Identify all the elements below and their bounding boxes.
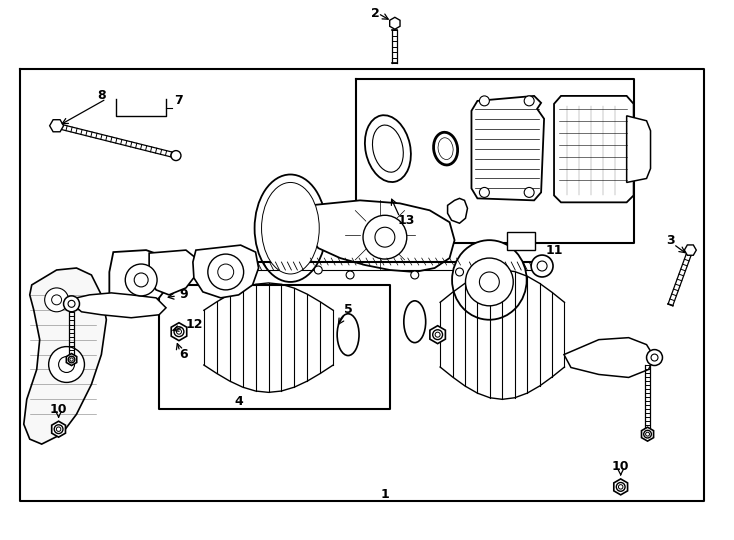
Circle shape — [375, 227, 395, 247]
Circle shape — [68, 356, 75, 363]
Text: 11: 11 — [545, 244, 563, 256]
Polygon shape — [193, 245, 258, 298]
Text: 4: 4 — [234, 395, 243, 408]
Ellipse shape — [438, 138, 453, 159]
Ellipse shape — [365, 115, 411, 182]
Text: 5: 5 — [344, 303, 353, 316]
Circle shape — [479, 187, 490, 198]
Circle shape — [174, 327, 184, 336]
Circle shape — [126, 264, 157, 296]
Polygon shape — [50, 120, 64, 132]
Circle shape — [48, 347, 84, 382]
Circle shape — [524, 96, 534, 106]
Circle shape — [411, 271, 418, 279]
Circle shape — [176, 329, 181, 334]
Polygon shape — [614, 479, 628, 495]
Polygon shape — [627, 116, 650, 183]
Circle shape — [51, 295, 62, 305]
Polygon shape — [306, 200, 454, 272]
Text: 7: 7 — [174, 94, 183, 107]
Circle shape — [54, 425, 63, 434]
Polygon shape — [448, 198, 468, 223]
Circle shape — [524, 187, 534, 198]
Circle shape — [433, 330, 443, 340]
Circle shape — [208, 254, 244, 290]
Ellipse shape — [261, 183, 319, 274]
Ellipse shape — [337, 314, 359, 355]
Circle shape — [171, 151, 181, 160]
Circle shape — [644, 430, 651, 438]
Circle shape — [531, 255, 553, 277]
Circle shape — [479, 272, 499, 292]
Text: 10: 10 — [612, 461, 630, 474]
Text: 10: 10 — [50, 403, 68, 416]
Polygon shape — [430, 326, 446, 343]
Polygon shape — [642, 427, 653, 441]
Polygon shape — [390, 17, 400, 29]
Circle shape — [646, 432, 650, 436]
Circle shape — [537, 261, 547, 271]
Polygon shape — [554, 96, 633, 202]
Polygon shape — [23, 268, 106, 444]
Ellipse shape — [452, 240, 527, 320]
Circle shape — [45, 288, 68, 312]
Text: 3: 3 — [666, 234, 675, 247]
Bar — [507, 232, 535, 250]
Circle shape — [70, 358, 73, 361]
Text: 8: 8 — [97, 90, 106, 103]
Text: 12: 12 — [186, 318, 203, 331]
Polygon shape — [471, 96, 544, 200]
Polygon shape — [66, 354, 76, 366]
Circle shape — [346, 271, 354, 279]
Polygon shape — [73, 293, 166, 318]
Circle shape — [456, 268, 463, 276]
Circle shape — [218, 264, 233, 280]
Ellipse shape — [404, 301, 426, 342]
Circle shape — [647, 349, 663, 366]
Ellipse shape — [372, 125, 403, 172]
Polygon shape — [109, 250, 171, 312]
Circle shape — [57, 427, 61, 431]
Circle shape — [363, 215, 407, 259]
Polygon shape — [171, 323, 186, 341]
Text: 6: 6 — [179, 348, 188, 361]
Circle shape — [314, 266, 322, 274]
Text: 2: 2 — [371, 7, 379, 20]
Circle shape — [64, 296, 79, 312]
Circle shape — [617, 483, 625, 491]
Circle shape — [68, 300, 75, 307]
Circle shape — [435, 332, 440, 337]
Polygon shape — [684, 245, 697, 255]
Polygon shape — [149, 250, 196, 295]
Ellipse shape — [255, 174, 326, 282]
Circle shape — [465, 258, 513, 306]
Circle shape — [651, 354, 658, 361]
Circle shape — [134, 273, 148, 287]
Text: 1: 1 — [380, 488, 389, 501]
Text: 13: 13 — [398, 214, 415, 227]
Text: 9: 9 — [179, 288, 188, 301]
Ellipse shape — [434, 132, 457, 165]
Circle shape — [59, 356, 75, 373]
Circle shape — [479, 96, 490, 106]
Polygon shape — [564, 338, 655, 377]
Polygon shape — [51, 421, 65, 437]
Circle shape — [619, 485, 623, 489]
